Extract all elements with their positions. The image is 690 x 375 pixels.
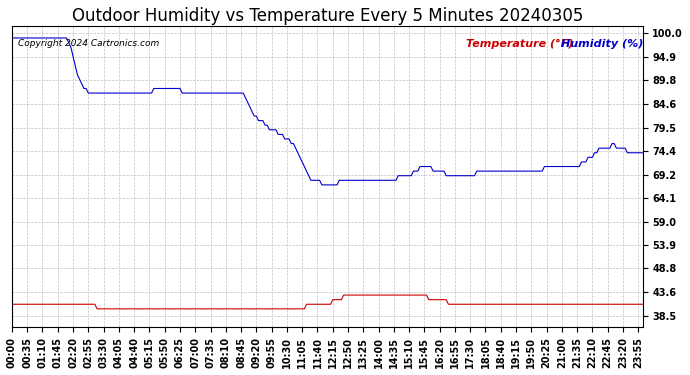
Text: Humidity (%): Humidity (%): [560, 39, 643, 48]
Text: Copyright 2024 Cartronics.com: Copyright 2024 Cartronics.com: [18, 39, 159, 48]
Title: Outdoor Humidity vs Temperature Every 5 Minutes 20240305: Outdoor Humidity vs Temperature Every 5 …: [72, 7, 583, 25]
Text: Temperature (°F): Temperature (°F): [466, 39, 573, 49]
